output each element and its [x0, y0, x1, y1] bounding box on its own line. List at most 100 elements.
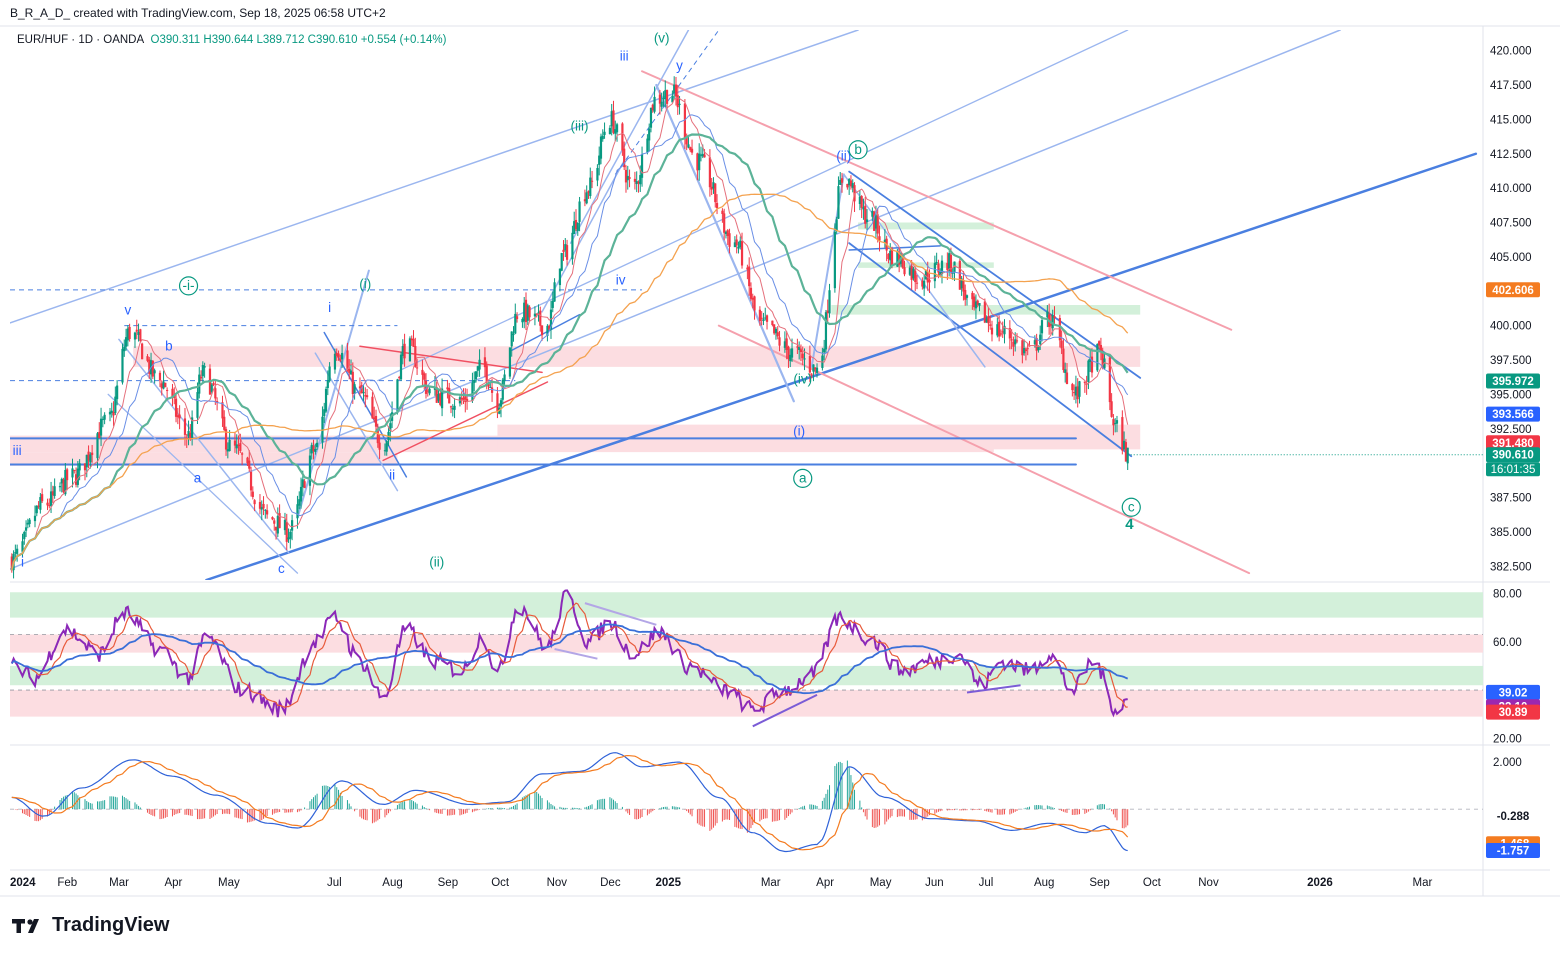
candle-body [264, 509, 267, 511]
candle-body [37, 505, 40, 507]
candle-body [339, 359, 342, 361]
candle-body [201, 364, 204, 377]
candle-body [403, 343, 406, 359]
ma-50 [10, 133, 1129, 571]
candle-body [965, 295, 969, 298]
time-tick-label: May [218, 877, 240, 889]
candle-body [1062, 348, 1065, 371]
ohlc-close: C390.610 [307, 34, 358, 46]
symbol-legend[interactable]: EUR/HUF · 1D · OANDA O390.311 H390.644 L… [17, 34, 446, 46]
candle-body [715, 202, 719, 209]
rsi-tick-label: 20.00 [1493, 733, 1522, 745]
candle-body [540, 325, 544, 336]
candle-body [35, 505, 38, 514]
candle-body [353, 384, 356, 394]
candle-body [123, 346, 126, 352]
candle-body [199, 376, 203, 379]
candle-body [739, 240, 742, 248]
candle-body [374, 415, 378, 427]
candle-body [153, 370, 156, 374]
candle-body [410, 338, 413, 341]
candle-body [1112, 419, 1115, 426]
candle-body [640, 153, 644, 178]
candle-body [796, 346, 799, 348]
candle-body [187, 431, 190, 437]
candle-body [776, 332, 779, 337]
candle-body [758, 309, 761, 322]
countdown-bg [1486, 462, 1540, 477]
candle-body [224, 429, 228, 450]
rsi-divergence-line [752, 694, 818, 728]
candle-body [496, 393, 499, 412]
candle-body [26, 522, 29, 525]
candle-body [896, 250, 899, 267]
candle-body [421, 369, 424, 375]
price-label: 402.606 [1492, 285, 1534, 297]
trend-line [118, 338, 290, 554]
candle-body [49, 491, 53, 507]
candle-body [189, 432, 192, 440]
candle-body [348, 368, 351, 373]
candle-body [733, 242, 736, 248]
candle-body [198, 374, 201, 394]
candle-body [703, 154, 706, 158]
time-tick-label: Oct [1143, 877, 1162, 889]
trend-line [717, 324, 1251, 575]
candle-body [101, 419, 104, 421]
candle-body [615, 124, 619, 133]
trend-line [641, 70, 1233, 331]
wave-label: ii [389, 468, 395, 483]
macd-value-label: -1.757 [1497, 846, 1530, 858]
ma-20 [11, 114, 1129, 571]
candle-body [687, 144, 690, 148]
tradingview-logo[interactable]: TradingView [12, 914, 169, 937]
candle-body [940, 260, 944, 274]
candle-body [524, 299, 528, 323]
candle-body [287, 537, 290, 540]
candle-body [774, 328, 778, 334]
candle-body [508, 347, 512, 377]
candle-body [533, 313, 537, 317]
candle-body [971, 292, 974, 300]
candle-body [846, 183, 849, 188]
candle-body [460, 397, 463, 401]
candle-body [315, 442, 319, 448]
candle-body [915, 282, 919, 284]
candle-body [1015, 340, 1019, 342]
candle-body [396, 379, 399, 412]
rsi-long-ma-line [11, 623, 1129, 695]
candle-body [273, 520, 276, 524]
candle-body [726, 230, 729, 236]
trend-line [359, 345, 543, 374]
candle-body [624, 169, 628, 183]
candle-body [453, 405, 456, 410]
candle-body [221, 402, 224, 419]
wave-label: (iii) [571, 118, 589, 133]
candle-body [51, 491, 54, 496]
candle-body [751, 297, 754, 300]
candle-body [465, 398, 469, 402]
candle-body [808, 356, 811, 373]
candle-body [1073, 392, 1076, 394]
ohlc-high: H390.644 [203, 34, 254, 46]
candle-body [233, 440, 237, 446]
candle-body [546, 325, 549, 336]
candle-body [665, 90, 669, 104]
candle-body [364, 395, 367, 397]
trend-line [205, 152, 1478, 580]
candle-body [998, 321, 1001, 337]
candle-body [610, 111, 613, 127]
candle-body [789, 354, 792, 362]
candle-body [721, 210, 724, 214]
candle-body [1103, 358, 1106, 369]
candle-body [564, 244, 567, 251]
candle-body [1023, 348, 1026, 354]
candle-body [1096, 343, 1099, 371]
candle-body [216, 400, 219, 403]
rsi-value-label: 30.89 [1499, 707, 1528, 719]
candle-body [924, 269, 928, 279]
candle-body [133, 332, 137, 340]
price-label: 390.610 [1492, 450, 1534, 462]
candle-body [185, 437, 188, 439]
